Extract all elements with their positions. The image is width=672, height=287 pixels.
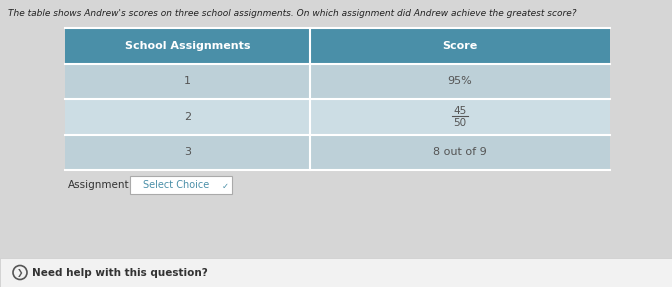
Bar xyxy=(310,99,610,135)
Text: School Assignments: School Assignments xyxy=(125,41,250,51)
Text: 2: 2 xyxy=(184,112,191,122)
Text: The table shows Andrew's scores on three school assignments. On which assignment: The table shows Andrew's scores on three… xyxy=(8,9,577,18)
Text: 1: 1 xyxy=(184,76,191,86)
Text: ✓: ✓ xyxy=(222,181,228,191)
Text: ❯: ❯ xyxy=(17,268,24,277)
Text: 8 out of 9: 8 out of 9 xyxy=(433,147,487,157)
Text: 45: 45 xyxy=(454,106,466,116)
Bar xyxy=(65,135,310,170)
Bar xyxy=(65,63,310,99)
Bar xyxy=(310,135,610,170)
Text: Select Choice: Select Choice xyxy=(143,180,209,190)
Bar xyxy=(0,258,672,287)
Text: 95%: 95% xyxy=(448,76,472,86)
Text: 3: 3 xyxy=(184,147,191,157)
Text: 50: 50 xyxy=(454,118,466,128)
Text: Need help with this question?: Need help with this question? xyxy=(32,267,208,278)
Bar xyxy=(130,176,232,194)
Bar xyxy=(65,99,310,135)
Bar xyxy=(65,28,310,63)
Text: Assignment: Assignment xyxy=(68,180,130,190)
Bar xyxy=(310,28,610,63)
Text: Score: Score xyxy=(442,41,478,51)
Bar xyxy=(310,63,610,99)
